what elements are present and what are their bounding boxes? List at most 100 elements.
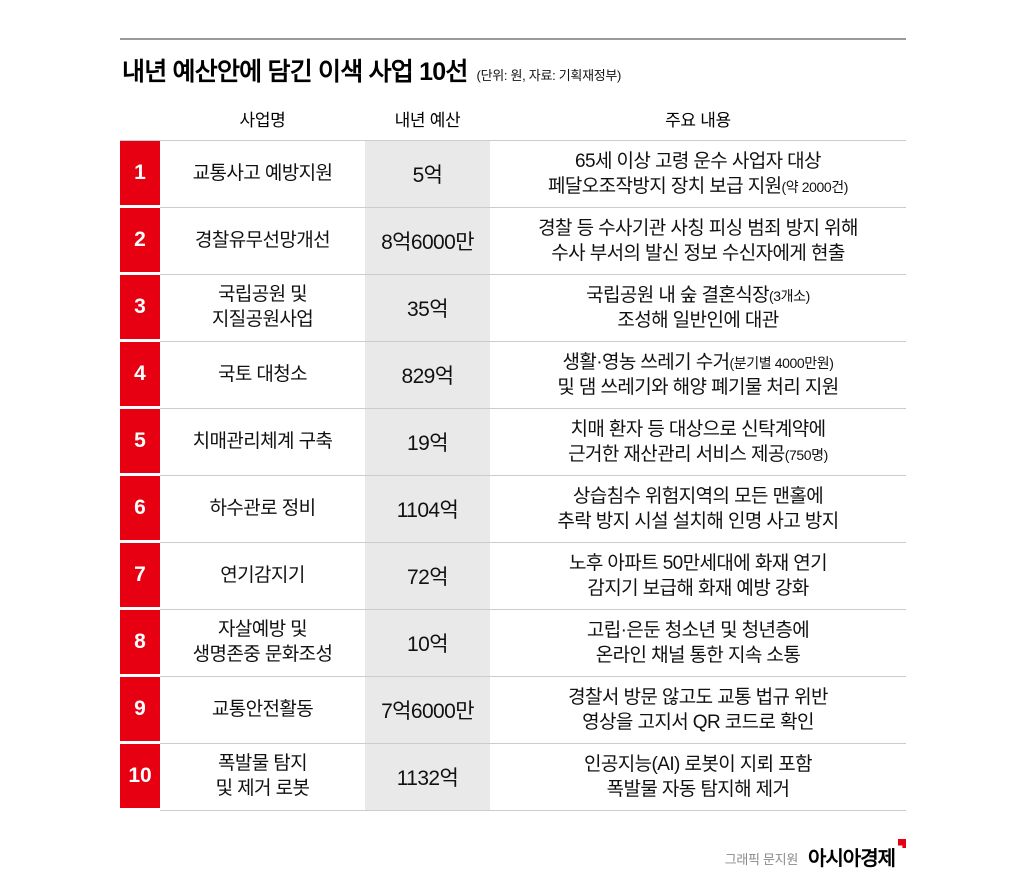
row-number: 8 xyxy=(120,610,160,677)
row-number: 3 xyxy=(120,275,160,342)
header-number-spacer xyxy=(120,106,160,131)
desc-line2: 온라인 채널 통한 지속 소통 xyxy=(595,643,801,668)
row-number: 1 xyxy=(120,141,160,208)
desc-line2-text: 페달오조작방지 장치 보급 지원 xyxy=(547,176,782,197)
budget-value: 10억 xyxy=(365,610,490,677)
top-divider xyxy=(120,38,906,40)
project-name: 국립공원 및 지질공원사업 xyxy=(160,275,365,342)
table-row: 5 치매관리체계 구축 19억 치매 환자 등 대상으로 신탁계약에 근거한 재… xyxy=(120,409,906,476)
row-number: 9 xyxy=(120,677,160,744)
table-row: 3 국립공원 및 지질공원사업 35억 국립공원 내 숲 결혼식장(3개소) 조… xyxy=(120,275,906,342)
desc-line2-text: 추락 방지 시설 설치해 인명 사고 방지 xyxy=(557,511,839,532)
desc-line2: 조성해 일반인에 대관 xyxy=(617,308,779,333)
project-name: 하수관로 정비 xyxy=(160,476,365,543)
table-row: 1 교통사고 예방지원 5억 65세 이상 고령 운수 사업자 대상 페달오조작… xyxy=(120,141,906,208)
project-name: 국토 대청소 xyxy=(160,342,365,409)
desc-line2: 수사 부서의 발신 정보 수신자에게 현출 xyxy=(551,241,845,266)
budget-value: 7억6000만 xyxy=(365,677,490,744)
row-number: 2 xyxy=(120,208,160,275)
row-number: 4 xyxy=(120,342,160,409)
budget-value: 19억 xyxy=(365,409,490,476)
project-description: 노후 아파트 50만세대에 화재 연기 감지기 보급해 화재 예방 강화 xyxy=(490,543,906,610)
project-name: 치매관리체계 구축 xyxy=(160,409,365,476)
brand-name: 아시아경제 xyxy=(808,848,896,870)
desc-line2: 추락 방지 시설 설치해 인명 사고 방지 xyxy=(557,509,839,534)
title-block: 내년 예산안에 담긴 이색 사업 10선 (단위: 원, 자료: 기획재정부) xyxy=(120,40,906,102)
desc-line1-note: (3개소) xyxy=(768,287,810,304)
footer-credits: 그래픽 문지원 아시아경제 xyxy=(724,839,906,871)
row-number: 6 xyxy=(120,476,160,543)
desc-line2: 감지기 보급해 화재 예방 강화 xyxy=(587,576,809,601)
desc-line2-text: 수사 부서의 발신 정보 수신자에게 현출 xyxy=(551,243,845,264)
desc-line1-text: 고립·은둔 청소년 및 청년층에 xyxy=(586,619,810,641)
budget-value: 829억 xyxy=(365,342,490,409)
table-row: 4 국토 대청소 829억 생활·영농 쓰레기 수거(분기별 4000만원) 및… xyxy=(120,342,906,409)
desc-line1: 경찰 등 수사기관 사칭 피싱 범죄 방지 위해 xyxy=(538,216,858,241)
desc-line2-note: (750명) xyxy=(784,447,829,463)
desc-line2: 폭발물 자동 탐지해 제거 xyxy=(607,777,790,802)
desc-line1: 노후 아파트 50만세대에 화재 연기 xyxy=(568,551,828,576)
project-name: 자살예방 및 생명존중 문화조성 xyxy=(160,610,365,677)
desc-line1-text: 인공지능(AI) 로봇이 지뢰 포함 xyxy=(584,753,813,775)
desc-line1: 생활·영농 쓰레기 수거(분기별 4000만원) xyxy=(563,350,834,375)
table-row: 9 교통안전활동 7억6000만 경찰서 방문 않고도 교통 법규 위반 영상을… xyxy=(120,677,906,744)
desc-line1-text: 치매 환자 등 대상으로 신탁계약에 xyxy=(570,418,826,440)
desc-line1: 상습침수 위험지역의 모든 맨홀에 xyxy=(572,484,824,509)
project-description: 상습침수 위험지역의 모든 맨홀에 추락 방지 시설 설치해 인명 사고 방지 xyxy=(490,476,906,543)
budget-value: 35억 xyxy=(365,275,490,342)
page-title: 내년 예산안에 담긴 이색 사업 10선 xyxy=(122,58,468,86)
budget-value: 8억6000만 xyxy=(365,208,490,275)
desc-line2: 영상을 고지서 QR 코드로 확인 xyxy=(582,710,814,735)
desc-line1: 치매 환자 등 대상으로 신탁계약에 xyxy=(570,417,826,442)
desc-line1-text: 상습침수 위험지역의 모든 맨홀에 xyxy=(572,485,824,507)
desc-line1: 고립·은둔 청소년 및 청년층에 xyxy=(586,618,810,643)
table-row: 7 연기감지기 72억 노후 아파트 50만세대에 화재 연기 감지기 보급해 … xyxy=(120,543,906,610)
desc-line1-text: 노후 아파트 50만세대에 화재 연기 xyxy=(568,552,828,574)
desc-line2: 근거한 재산관리 서비스 제공(750명) xyxy=(568,442,828,467)
budget-value: 1132억 xyxy=(365,744,490,811)
desc-line1: 경찰서 방문 않고도 교통 법규 위반 xyxy=(568,685,828,710)
desc-line1-text: 경찰서 방문 않고도 교통 법규 위반 xyxy=(568,686,828,708)
desc-line2-text: 폭발물 자동 탐지해 제거 xyxy=(606,779,790,800)
project-name: 교통안전활동 xyxy=(160,677,365,744)
desc-line1: 인공지능(AI) 로봇이 지뢰 포함 xyxy=(584,752,813,777)
desc-line2-text: 영상을 고지서 QR 코드로 확인 xyxy=(582,712,814,733)
row-number: 7 xyxy=(120,543,160,610)
table-row: 10 폭발물 탐지 및 제거 로봇 1132억 인공지능(AI) 로봇이 지뢰 … xyxy=(120,744,906,811)
table-row: 6 하수관로 정비 1104억 상습침수 위험지역의 모든 맨홀에 추락 방지 … xyxy=(120,476,906,543)
project-name: 경찰유무선망개선 xyxy=(160,208,365,275)
title-unit-note: (단위: 원, 자료: 기획재정부) xyxy=(476,68,622,83)
budget-value: 1104억 xyxy=(365,476,490,543)
row-number: 10 xyxy=(120,744,160,811)
desc-line2-text: 온라인 채널 통한 지속 소통 xyxy=(595,645,801,666)
project-description: 인공지능(AI) 로봇이 지뢰 포함 폭발물 자동 탐지해 제거 xyxy=(490,744,906,811)
brand-logo-mark-icon xyxy=(898,839,906,848)
row-number: 5 xyxy=(120,409,160,476)
header-budget: 내년 예산 xyxy=(394,111,461,130)
project-name: 교통사고 예방지원 xyxy=(160,141,365,208)
desc-line2-text: 및 댐 쓰레기와 해양 폐기물 처리 지원 xyxy=(557,377,839,398)
budget-value: 5억 xyxy=(365,141,490,208)
budget-table: 1 교통사고 예방지원 5억 65세 이상 고령 운수 사업자 대상 페달오조작… xyxy=(120,141,906,811)
table-row: 2 경찰유무선망개선 8억6000만 경찰 등 수사기관 사칭 피싱 범죄 방지… xyxy=(120,208,906,275)
desc-line2-text: 조성해 일반인에 대관 xyxy=(617,310,779,331)
desc-line1-text: 생활·영농 쓰레기 수거 xyxy=(562,351,731,373)
header-description: 주요 내용 xyxy=(665,111,731,130)
graphic-credit: 그래픽 문지원 xyxy=(724,852,799,867)
project-description: 경찰서 방문 않고도 교통 법규 위반 영상을 고지서 QR 코드로 확인 xyxy=(490,677,906,744)
desc-line2-note: (약 2000건) xyxy=(781,179,848,195)
desc-line1-text: 경찰 등 수사기관 사칭 피싱 범죄 방지 위해 xyxy=(538,217,858,239)
project-description: 생활·영농 쓰레기 수거(분기별 4000만원) 및 댐 쓰레기와 해양 폐기물… xyxy=(490,342,906,409)
infographic-content: 내년 예산안에 담긴 이색 사업 10선 (단위: 원, 자료: 기획재정부) … xyxy=(120,38,906,811)
project-description: 65세 이상 고령 운수 사업자 대상 페달오조작방지 장치 보급 지원(약 2… xyxy=(490,141,906,208)
table-header-row: 사업명 내년 예산 주요 내용 xyxy=(120,102,906,141)
desc-line1-text: 65세 이상 고령 운수 사업자 대상 xyxy=(575,150,821,172)
desc-line1-note: (분기별 4000만원) xyxy=(729,354,834,371)
table-row: 8 자살예방 및 생명존중 문화조성 10억 고립·은둔 청소년 및 청년층에 … xyxy=(120,610,906,677)
budget-value: 72억 xyxy=(365,543,490,610)
project-name: 연기감지기 xyxy=(160,543,365,610)
project-description: 치매 환자 등 대상으로 신탁계약에 근거한 재산관리 서비스 제공(750명) xyxy=(490,409,906,476)
desc-line2-text: 감지기 보급해 화재 예방 강화 xyxy=(587,578,809,599)
project-description: 국립공원 내 숲 결혼식장(3개소) 조성해 일반인에 대관 xyxy=(490,275,906,342)
